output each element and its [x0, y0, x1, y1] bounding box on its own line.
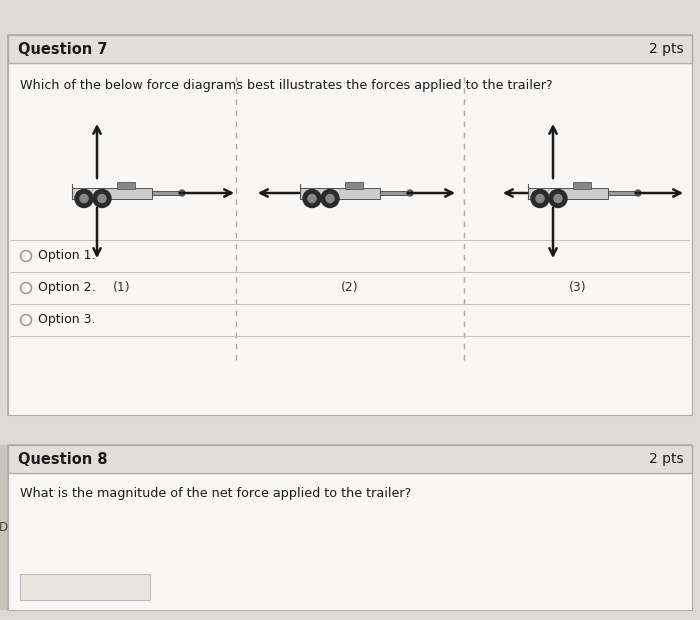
Circle shape: [308, 195, 316, 203]
Bar: [300, 187, 380, 198]
Circle shape: [326, 195, 334, 203]
Bar: [8, 473, 692, 610]
Bar: [72, 187, 152, 198]
Text: Option 1.: Option 1.: [38, 249, 95, 262]
Bar: [8, 445, 692, 473]
Bar: [573, 182, 591, 188]
Bar: [20, 574, 150, 600]
Bar: [8, 35, 692, 415]
Bar: [345, 182, 363, 188]
Text: What is the magnitude of the net force applied to the trailer?: What is the magnitude of the net force a…: [20, 487, 412, 500]
Circle shape: [407, 190, 413, 196]
Text: Option 2.: Option 2.: [38, 281, 95, 294]
Circle shape: [75, 190, 93, 208]
Text: (3): (3): [569, 281, 587, 294]
Circle shape: [179, 190, 185, 196]
Circle shape: [98, 195, 106, 203]
Bar: [380, 191, 408, 195]
Circle shape: [549, 190, 567, 208]
Bar: [117, 182, 135, 188]
Bar: [152, 191, 180, 195]
Text: Question 7: Question 7: [18, 42, 108, 56]
Circle shape: [321, 190, 339, 208]
Text: Question 8: Question 8: [18, 451, 108, 466]
Bar: [8, 63, 692, 415]
Text: (2): (2): [341, 281, 359, 294]
Circle shape: [635, 190, 641, 196]
Text: 2 pts: 2 pts: [650, 452, 684, 466]
Bar: [8, 445, 692, 610]
Bar: [8, 35, 692, 63]
Circle shape: [536, 195, 544, 203]
Text: Which of the below force diagrams best illustrates the forces applied to the tra: Which of the below force diagrams best i…: [20, 79, 552, 92]
Bar: [608, 191, 636, 195]
Text: D: D: [0, 521, 8, 534]
Circle shape: [93, 190, 111, 208]
Text: (1): (1): [113, 281, 131, 294]
Circle shape: [554, 195, 562, 203]
Circle shape: [80, 195, 88, 203]
Text: Option 3.: Option 3.: [38, 314, 95, 327]
Circle shape: [531, 190, 549, 208]
Bar: [528, 187, 608, 198]
Text: 2 pts: 2 pts: [650, 42, 684, 56]
Bar: [0, 445, 7, 610]
Circle shape: [303, 190, 321, 208]
